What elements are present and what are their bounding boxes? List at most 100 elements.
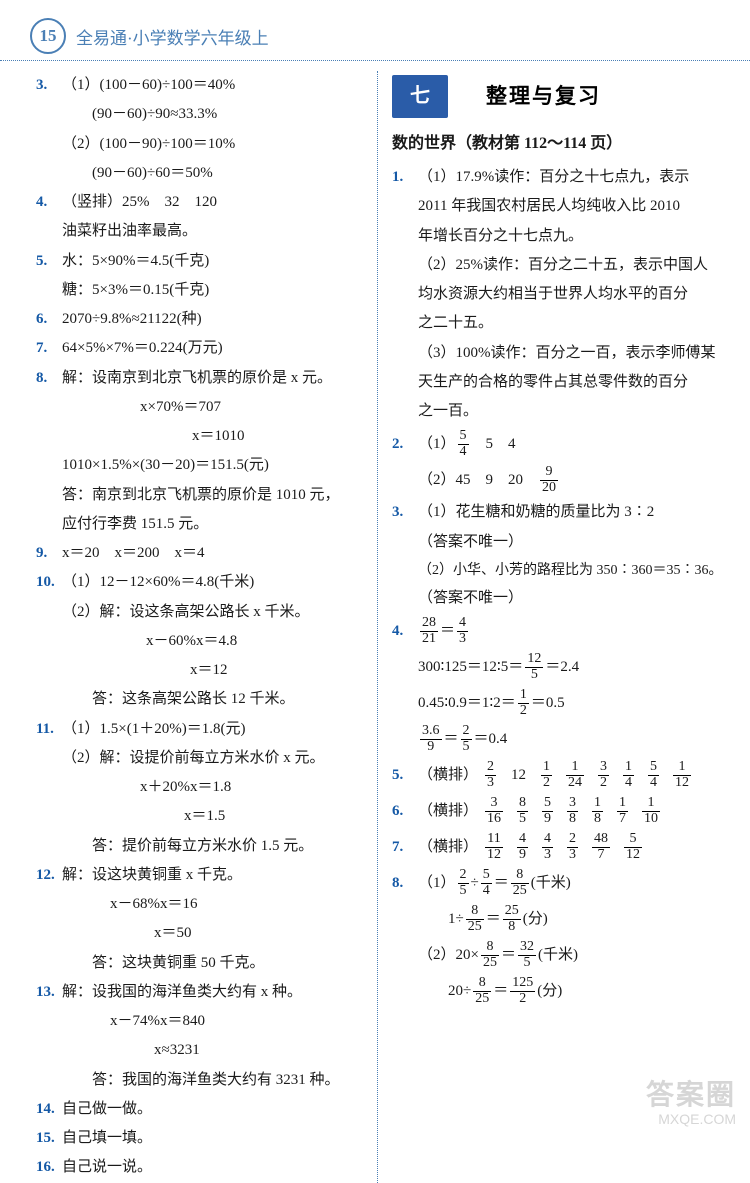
page-header: 15 全易通·小学数学六年级上 <box>0 0 750 61</box>
text-line: 天生产的合格的零件占其总零件数的百分 <box>418 368 728 397</box>
q-number: 4. <box>36 188 62 247</box>
text-line: x＝1010 <box>62 422 369 451</box>
q-number: 3. <box>392 498 418 613</box>
q-number: 13. <box>36 978 62 1095</box>
q-number: 6. <box>36 305 62 334</box>
q4: 4. （竖排）25% 32 120 油菜籽出油率最高。 <box>36 188 369 247</box>
text-line: （2）解：设提价前每立方米水价 x 元。 <box>62 744 369 773</box>
watermark-url: MXQE.COM <box>646 1111 736 1128</box>
frac-row: （横排）1112494323487512 <box>418 829 728 865</box>
q-number: 6. <box>392 793 418 829</box>
q-number: 4. <box>392 613 418 757</box>
text-line: 3.69＝25＝0.4 <box>418 721 728 757</box>
section-title: 数的世界（教材第 112～114 页） <box>392 128 728 159</box>
q3: 3. （1）(100－60)÷100＝40% (90－60)÷90≈33.3% … <box>36 71 369 188</box>
text-line: 2821＝43 <box>418 613 728 649</box>
text-line: 糖：5×3%＝0.15(千克) <box>62 276 369 305</box>
text-line: （2）25%读作：百分之二十五，表示中国人 <box>418 251 728 280</box>
text-line: （1）1.5×(1＋20%)＝1.8(元) <box>62 715 369 744</box>
text-line: 答：提价前每立方米水价 1.5 元。 <box>62 832 369 861</box>
text-line: （2）(100－90)÷100＝10% <box>62 130 369 159</box>
text-line: 2011 年我国农村居民人均纯收入比 2010 <box>418 192 728 221</box>
q-number: 5. <box>392 757 418 793</box>
book-title: 全易通·小学数学六年级上 <box>76 24 269 49</box>
q15: 15. 自己填一填。 <box>36 1124 369 1153</box>
text-line: x＋20%x＝1.8 <box>62 773 369 802</box>
q-number: 2. <box>392 426 418 498</box>
text-line: 年增长百分之十七点九。 <box>418 222 728 251</box>
content-columns: 3. （1）(100－60)÷100＝40% (90－60)÷90≈33.3% … <box>0 61 750 1183</box>
r-q1: 1. （1）17.9%读作：百分之十七点九，表示 2011 年我国农村居民人均纯… <box>392 163 728 426</box>
text-line: (90－60)÷90≈33.3% <box>62 100 369 129</box>
r-q5: 5. （横排）231212124321454112 <box>392 757 728 793</box>
text-line: x＝50 <box>62 919 369 948</box>
q-number: 16. <box>36 1153 62 1182</box>
page-number-badge: 15 <box>30 18 66 54</box>
text-line: （2）20×825＝325(千米) <box>418 937 728 973</box>
q-number: 9. <box>36 539 62 568</box>
text-line: 自己填一填。 <box>62 1124 369 1153</box>
text-line: x－68%x＝16 <box>62 890 369 919</box>
q5: 5. 水：5×90%＝4.5(千克) 糖：5×3%＝0.15(千克) <box>36 247 369 306</box>
q-number: 12. <box>36 861 62 978</box>
text-line: x＝1.5 <box>62 802 369 831</box>
chapter-header: 七 整理与复习 <box>392 75 728 118</box>
text-line: 均水资源大约相当于世界人均水平的百分 <box>418 280 728 309</box>
r-q2: 2. （1）54 5 4 （2）45 9 20 920 <box>392 426 728 498</box>
text-line: 自己做一做。 <box>62 1095 369 1124</box>
text-line: （答案不唯一） <box>418 584 728 613</box>
q-number: 8. <box>36 364 62 540</box>
q11: 11. （1）1.5×(1＋20%)＝1.8(元) （2）解：设提价前每立方米水… <box>36 715 369 861</box>
text-line: （2）45 9 20 920 <box>418 462 728 498</box>
text-line: 答：我国的海洋鱼类大约有 3231 种。 <box>62 1066 369 1095</box>
q-number: 14. <box>36 1095 62 1124</box>
text-line: （3）100%读作：百分之一百，表示李师傅某 <box>418 339 728 368</box>
q-number: 10. <box>36 568 62 714</box>
q-number: 1. <box>392 163 418 426</box>
chapter-title: 整理与复习 <box>486 76 601 117</box>
text-line: 解：设我国的海洋鱼类大约有 x 种。 <box>62 978 369 1007</box>
text-line: （1）12－12×60%＝4.8(千米) <box>62 568 369 597</box>
text-line: 油菜籽出油率最高。 <box>62 217 369 246</box>
q12: 12. 解：设这块黄铜重 x 千克。 x－68%x＝16 x＝50 答：这块黄铜… <box>36 861 369 978</box>
text-line: 1÷825＝258(分) <box>418 901 728 937</box>
text-line: x－74%x＝840 <box>62 1007 369 1036</box>
text-line: x≈3231 <box>62 1036 369 1065</box>
q-number: 8. <box>392 865 418 1009</box>
r-q4: 4. 2821＝43 300∶125＝12∶5＝125＝2.4 0.45∶0.9… <box>392 613 728 757</box>
q8: 8. 解：设南京到北京飞机票的原价是 x 元。 x×70%＝707 x＝1010… <box>36 364 369 540</box>
q14: 14. 自己做一做。 <box>36 1095 369 1124</box>
text-line: 300∶125＝12∶5＝125＝2.4 <box>418 649 728 685</box>
q13: 13. 解：设我国的海洋鱼类大约有 x 种。 x－74%x＝840 x≈3231… <box>36 978 369 1095</box>
watermark: 答案圈 MXQE.COM <box>646 1078 736 1128</box>
q-number: 11. <box>36 715 62 861</box>
text-line: 答：南京到北京飞机票的原价是 1010 元， <box>62 481 369 510</box>
r-q3: 3. （1）花生糖和奶糖的质量比为 3∶2 （答案不唯一） （2）小华、小芳的路… <box>392 498 728 613</box>
text-line: 解：设这块黄铜重 x 千克。 <box>62 861 369 890</box>
text-line: （1）(100－60)÷100＝40% <box>62 71 369 100</box>
q-number: 7. <box>392 829 418 865</box>
text-line: （2）小华、小芳的路程比为 350∶360＝35∶36。 <box>418 557 728 584</box>
text-line: 1010×1.5%×(30－20)＝151.5(元) <box>62 451 369 480</box>
r-q7: 7. （横排）1112494323487512 <box>392 829 728 865</box>
text-line: 0.45∶0.9＝1∶2＝12＝0.5 <box>418 685 728 721</box>
text-line: 之一百。 <box>418 397 728 426</box>
text-line: 答：这条高架公路长 12 千米。 <box>62 685 369 714</box>
text-line: （答案不唯一） <box>418 528 728 557</box>
q9: 9. x＝20 x＝200 x＝4 <box>36 539 369 568</box>
text-line: （1）17.9%读作：百分之十七点九，表示 <box>418 163 728 192</box>
text-line: x＝12 <box>62 656 369 685</box>
watermark-title: 答案圈 <box>646 1078 736 1112</box>
text-line: x－60%x＝4.8 <box>62 627 369 656</box>
q-number: 3. <box>36 71 62 188</box>
q-number: 5. <box>36 247 62 306</box>
text-line: 64×5%×7%＝0.224(万元) <box>62 334 369 363</box>
text-line: （竖排）25% 32 120 <box>62 188 369 217</box>
text-line: 20÷825＝1252(分) <box>418 973 728 1009</box>
text-line: （2）解：设这条高架公路长 x 千米。 <box>62 598 369 627</box>
r-q8: 8. （1）25÷54＝825(千米) 1÷825＝258(分) （2）20×8… <box>392 865 728 1009</box>
left-column: 3. （1）(100－60)÷100＝40% (90－60)÷90≈33.3% … <box>36 71 378 1183</box>
q16: 16. 自己说一说。 <box>36 1153 369 1182</box>
text-line: （1）花生糖和奶糖的质量比为 3∶2 <box>418 498 728 527</box>
q-number: 15. <box>36 1124 62 1153</box>
